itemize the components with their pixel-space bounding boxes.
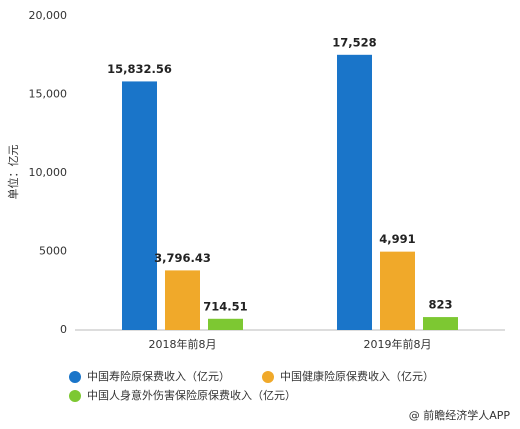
legend-label: 中国人身意外伤害保险原保费收入（亿元）: [87, 388, 296, 402]
value-label: 3,796.43: [154, 251, 211, 265]
bar: [380, 251, 415, 330]
y-tick-label: 10,000: [29, 166, 68, 179]
y-tick-label: 20,000: [29, 9, 68, 22]
bar: [122, 81, 157, 331]
legend-label: 中国健康险原保费收入（亿元）: [280, 369, 434, 383]
value-label: 714.51: [203, 299, 247, 313]
legend-swatch: [69, 390, 81, 402]
y-axis-label: 单位：亿元: [6, 145, 20, 200]
legend-label: 中国寿险原保费收入（亿元）: [87, 369, 230, 383]
source: @ 前瞻经济学人APP: [409, 408, 511, 422]
bar: [208, 318, 243, 330]
value-label: 823: [428, 298, 452, 312]
y-tick-label: 15,000: [29, 88, 68, 101]
value-label: 17,528: [332, 35, 376, 49]
value-label: 15,832.56: [107, 62, 172, 76]
value-label: 4,991: [379, 232, 415, 246]
bar: [423, 317, 458, 330]
legend-swatch: [69, 371, 81, 383]
x-tick-label: 2018年前8月: [149, 337, 217, 351]
bar: [337, 54, 372, 331]
x-tick-label: 2019年前8月: [364, 337, 432, 351]
legend-swatch: [262, 371, 274, 383]
y-tick-label: 0: [60, 323, 67, 336]
bar: [165, 270, 200, 330]
y-tick-label: 5000: [39, 245, 67, 258]
